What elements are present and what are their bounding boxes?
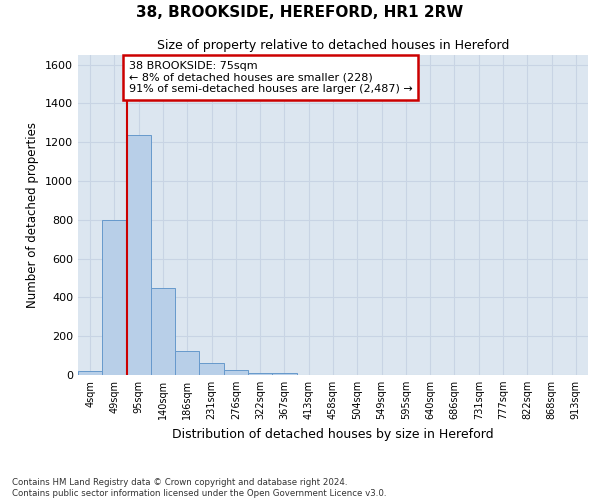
Bar — [199, 364, 224, 375]
Bar — [272, 373, 296, 375]
Bar — [175, 351, 199, 375]
Bar — [151, 288, 175, 375]
Title: Size of property relative to detached houses in Hereford: Size of property relative to detached ho… — [157, 40, 509, 52]
Y-axis label: Number of detached properties: Number of detached properties — [26, 122, 40, 308]
Text: Contains HM Land Registry data © Crown copyright and database right 2024.
Contai: Contains HM Land Registry data © Crown c… — [12, 478, 386, 498]
Text: 38, BROOKSIDE, HEREFORD, HR1 2RW: 38, BROOKSIDE, HEREFORD, HR1 2RW — [136, 5, 464, 20]
Bar — [102, 220, 127, 375]
Text: 38 BROOKSIDE: 75sqm
← 8% of detached houses are smaller (228)
91% of semi-detach: 38 BROOKSIDE: 75sqm ← 8% of detached hou… — [129, 61, 413, 94]
Bar — [224, 370, 248, 375]
X-axis label: Distribution of detached houses by size in Hereford: Distribution of detached houses by size … — [172, 428, 494, 440]
Bar — [78, 371, 102, 375]
Bar — [248, 373, 272, 375]
Bar — [127, 134, 151, 375]
